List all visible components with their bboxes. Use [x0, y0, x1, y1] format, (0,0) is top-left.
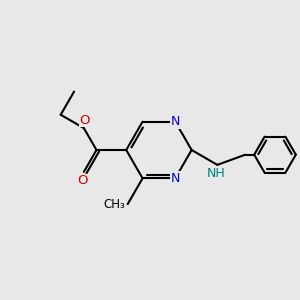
Text: N: N: [171, 172, 180, 185]
Text: O: O: [79, 114, 90, 127]
Text: N: N: [171, 115, 180, 128]
Text: CH₃: CH₃: [103, 198, 125, 211]
Text: O: O: [77, 174, 88, 187]
Text: NH: NH: [206, 167, 225, 180]
